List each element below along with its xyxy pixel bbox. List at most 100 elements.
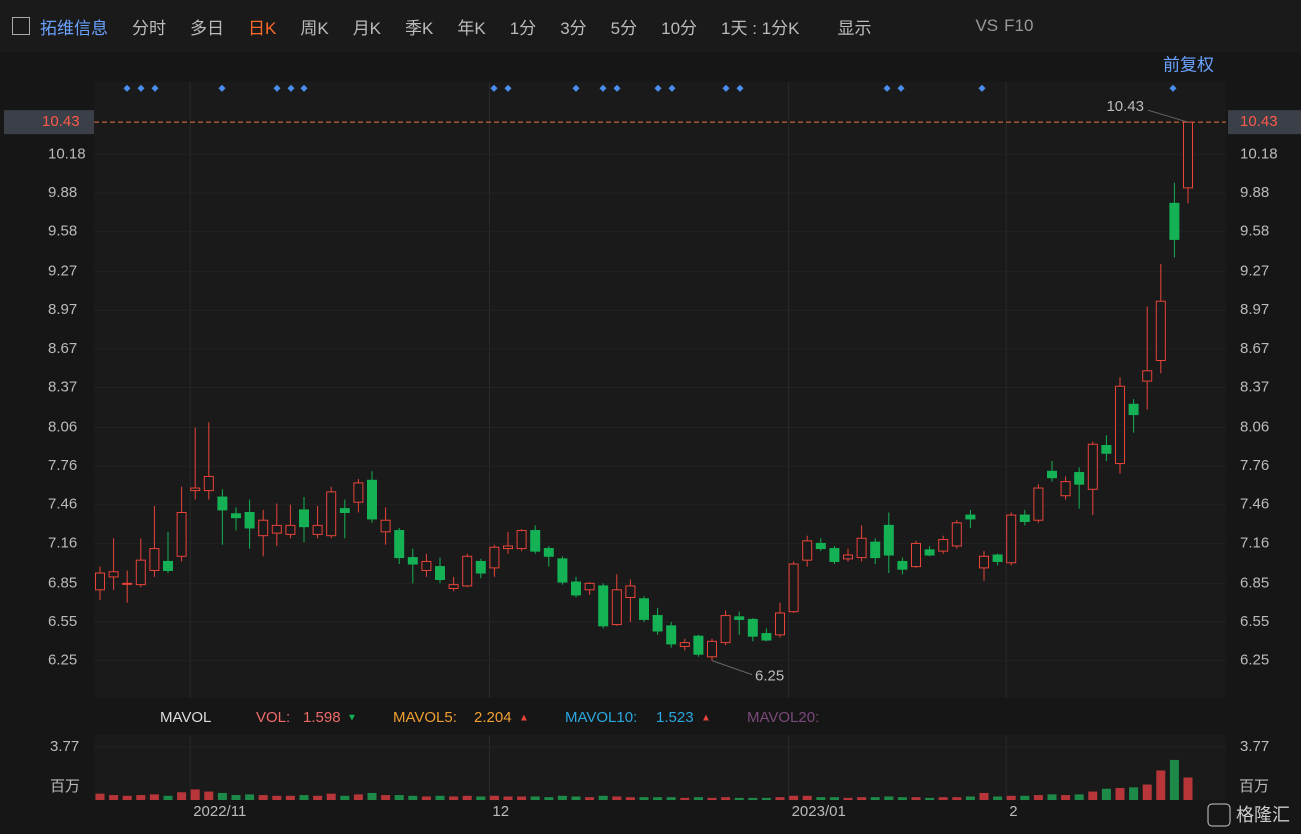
volume-bar bbox=[625, 797, 635, 800]
tab[interactable]: 分时 bbox=[132, 18, 166, 38]
volume-bar bbox=[258, 795, 268, 800]
volume-bar bbox=[1061, 795, 1071, 800]
candle-body bbox=[557, 558, 568, 583]
volume-bar bbox=[639, 797, 649, 800]
volume-bar bbox=[1156, 770, 1166, 800]
tab[interactable]: 日K bbox=[248, 18, 277, 38]
volume-bar bbox=[367, 792, 377, 800]
event-marker bbox=[151, 84, 159, 92]
candle-body bbox=[530, 530, 541, 552]
tab[interactable]: 月K bbox=[352, 18, 382, 38]
volume-bar bbox=[149, 794, 159, 800]
last-price-label: 10.43 bbox=[1240, 113, 1278, 130]
tab[interactable]: 年K bbox=[457, 18, 486, 38]
tab[interactable]: 1分 bbox=[509, 18, 537, 38]
volume-bar bbox=[95, 793, 105, 800]
event-marker bbox=[273, 84, 281, 92]
mavol20-label: MAVOL20: bbox=[747, 709, 819, 726]
tab[interactable]: 周K bbox=[300, 18, 329, 38]
indicator[interactable]: MAVOL bbox=[160, 709, 211, 726]
candle-body bbox=[435, 566, 445, 580]
candle-body bbox=[489, 546, 500, 569]
adjust[interactable]: 前复权 bbox=[1163, 55, 1214, 74]
display[interactable]: 显示 bbox=[837, 18, 872, 38]
candle-body bbox=[1128, 403, 1139, 416]
tab[interactable]: 季K bbox=[405, 18, 434, 38]
volume-bar bbox=[544, 797, 554, 800]
x-tick-label: 2023/01 bbox=[792, 803, 846, 820]
candle-body bbox=[122, 582, 133, 585]
y-tick-label: 8.67 bbox=[48, 340, 77, 357]
tab[interactable]: 5分 bbox=[610, 18, 638, 38]
candle-body bbox=[979, 555, 989, 569]
y-tick-label: 7.76 bbox=[1240, 457, 1269, 474]
candle-body bbox=[1155, 300, 1166, 361]
event-marker bbox=[572, 84, 580, 92]
logo bbox=[1207, 803, 1231, 827]
event-marker bbox=[218, 84, 226, 92]
candle-body bbox=[1169, 202, 1180, 240]
stock-name[interactable]: 拓维信息 bbox=[40, 18, 108, 38]
volume-bar bbox=[884, 796, 894, 800]
candle-body bbox=[775, 612, 785, 636]
volume-bar bbox=[1101, 788, 1111, 800]
volume-bar bbox=[965, 796, 975, 800]
x-tick-label: 2 bbox=[1009, 803, 1017, 820]
candle-body bbox=[1074, 472, 1085, 485]
vol-label: VOL: bbox=[256, 709, 290, 726]
candle-body bbox=[1019, 514, 1030, 523]
candle-body bbox=[176, 511, 187, 557]
plot-bg bbox=[94, 82, 1226, 698]
candle-body bbox=[135, 559, 146, 586]
tab[interactable]: 10分 bbox=[661, 18, 698, 38]
y-tick-label: 8.97 bbox=[48, 301, 77, 318]
volume-bar bbox=[870, 797, 880, 800]
volume-bar bbox=[612, 796, 622, 800]
volume-bar bbox=[190, 789, 200, 800]
watermark: 格隆汇 bbox=[1236, 805, 1290, 825]
volume-bar bbox=[517, 796, 527, 800]
event-marker bbox=[504, 84, 512, 92]
toolbar: 拓维信息 分时 多日 日K 周K 月K 季K 年K 1分 3分 5分 10分 1天 : 1分K 显示… bbox=[0, 0, 1301, 52]
up-arrow: ▲ bbox=[701, 713, 711, 724]
volume-bar bbox=[1074, 794, 1084, 800]
mavol5-value: 2.204 bbox=[474, 709, 512, 726]
y-tick-label: 9.88 bbox=[1240, 184, 1269, 201]
vol-value: 1.598 bbox=[303, 709, 341, 726]
vs[interactable]: VS bbox=[975, 16, 999, 35]
candle-body bbox=[829, 548, 840, 562]
event-marker bbox=[137, 84, 145, 92]
volume-bar bbox=[748, 797, 758, 800]
f10[interactable]: F10 bbox=[1004, 16, 1034, 35]
event-marker bbox=[736, 84, 744, 92]
menu-icon[interactable] bbox=[12, 17, 30, 35]
x-tick-label: 2022/11 bbox=[193, 803, 246, 820]
tab[interactable]: 多日 bbox=[190, 18, 224, 38]
volume-bar bbox=[1006, 795, 1016, 800]
volume-bar bbox=[789, 795, 799, 800]
candle-body bbox=[843, 554, 853, 560]
volume-bar bbox=[993, 796, 1003, 800]
volume-bar bbox=[802, 795, 812, 800]
event-marker bbox=[613, 84, 621, 92]
candle-body bbox=[367, 479, 377, 520]
candle-body bbox=[543, 548, 554, 557]
volume-bar bbox=[761, 797, 771, 800]
tab[interactable]: 3分 bbox=[560, 18, 587, 38]
candle-body bbox=[108, 571, 119, 578]
period[interactable]: 1天 : 1分K bbox=[721, 18, 800, 38]
max-label: 10.43 bbox=[1106, 98, 1144, 115]
candle-body bbox=[938, 539, 949, 552]
y-tick-label: 9.58 bbox=[1240, 223, 1269, 240]
candle-body bbox=[992, 554, 1003, 562]
volume-bar bbox=[285, 795, 295, 800]
event-marker bbox=[897, 84, 905, 92]
y-tick-label: 9.27 bbox=[1240, 263, 1269, 280]
event-marker bbox=[668, 84, 676, 92]
candle-body bbox=[639, 598, 649, 620]
y-tick-label: 6.55 bbox=[48, 613, 77, 630]
candle-body bbox=[1033, 487, 1044, 521]
y-tick-label: 6.25 bbox=[1240, 652, 1269, 669]
